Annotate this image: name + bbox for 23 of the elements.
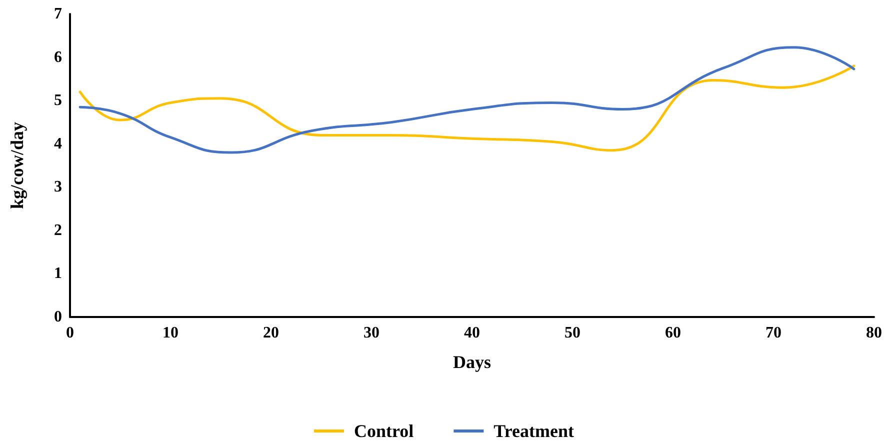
x-tick-label: 80 — [866, 324, 882, 342]
y-axis-title: kg/cow/day — [7, 122, 27, 210]
y-tick-label: 1 — [54, 265, 62, 282]
x-tick-label: 40 — [464, 324, 480, 342]
x-tick-label: 30 — [364, 324, 380, 342]
legend-label: Treatment — [494, 421, 574, 441]
x-tick-label: 70 — [766, 324, 782, 342]
line-series — [78, 46, 856, 154]
y-tick-label: 7 — [54, 6, 62, 22]
x-axis-title: Days — [452, 352, 492, 372]
line-series — [78, 64, 856, 152]
x-tick-label: 50 — [564, 324, 580, 342]
y-tick-label: 0 — [54, 308, 62, 326]
x-tick-label: 10 — [162, 324, 178, 342]
x-tick-label: 0 — [66, 324, 74, 342]
x-tick-label: 60 — [665, 324, 681, 342]
y-tick-label: 4 — [54, 135, 62, 152]
y-tick-label: 2 — [54, 222, 62, 239]
y-tick-label: 3 — [54, 178, 62, 196]
y-tick-label: 6 — [54, 48, 62, 66]
y-tick-label: 5 — [54, 92, 62, 110]
legend-label: Control — [354, 421, 414, 441]
x-tick-label: 20 — [263, 324, 279, 342]
